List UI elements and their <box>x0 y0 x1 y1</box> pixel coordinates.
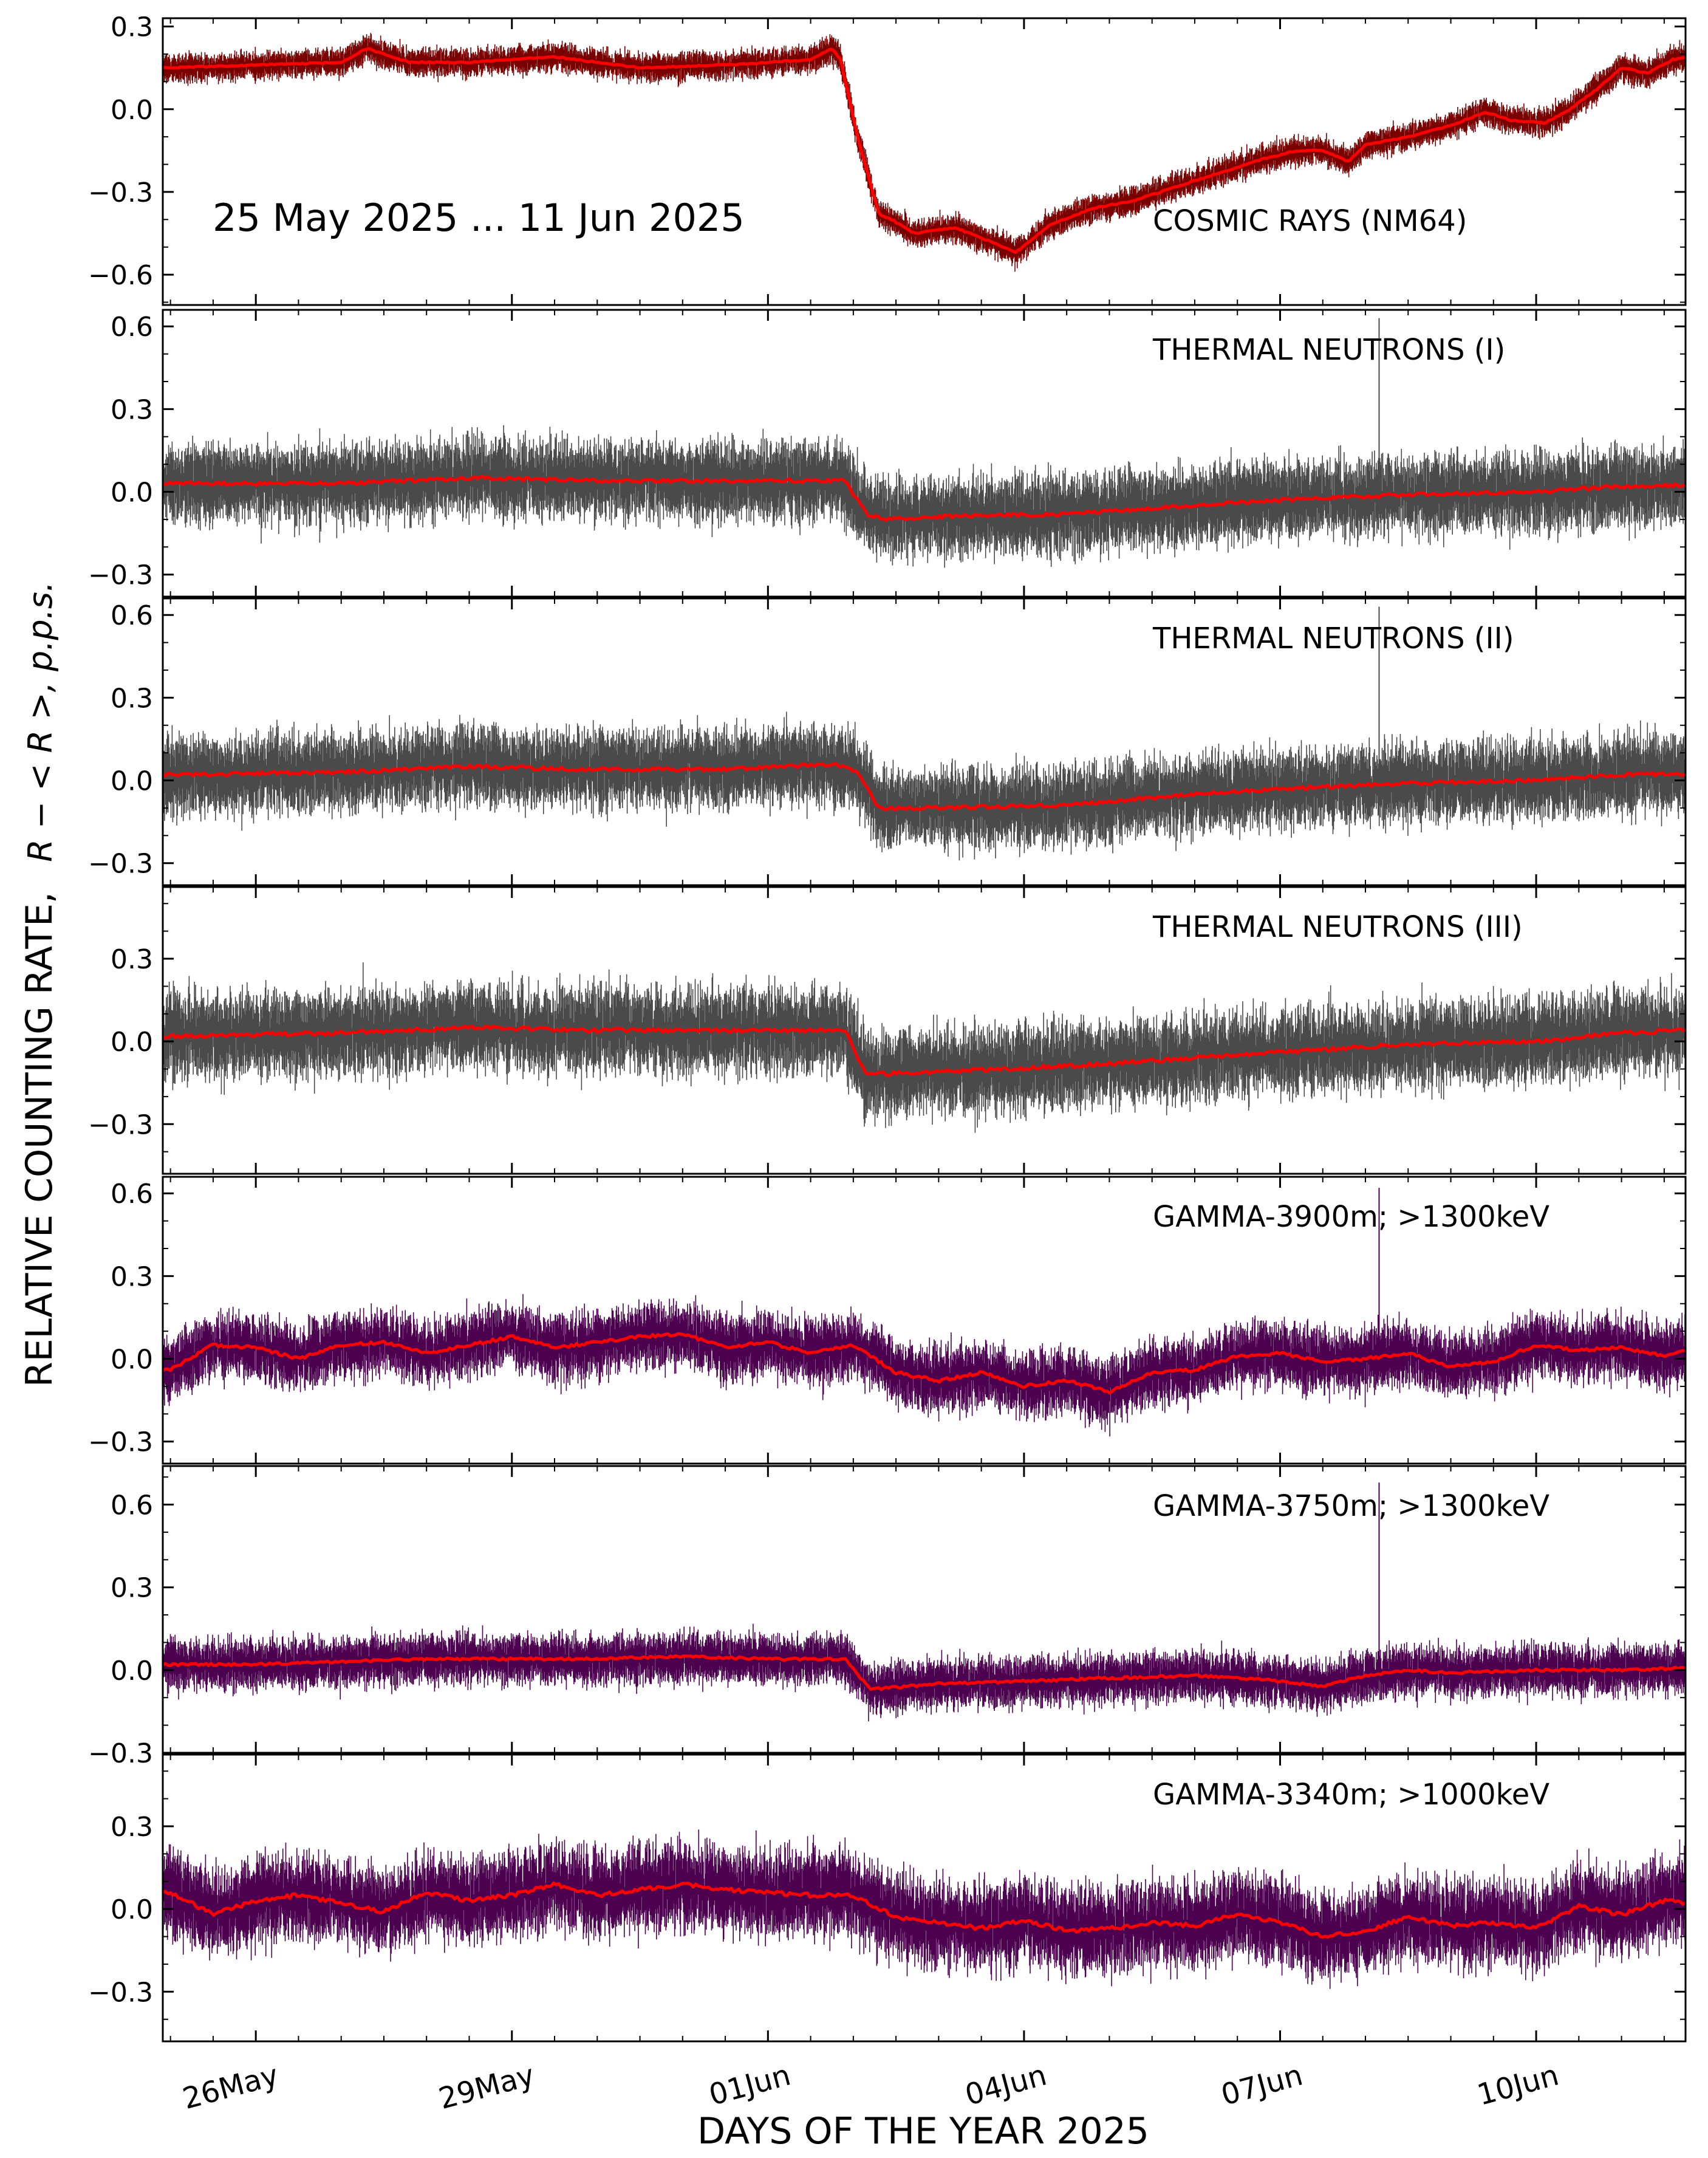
panel-frame <box>162 17 1687 306</box>
plot-area <box>163 1829 1686 1989</box>
panel-3: 0.6 0.3 0.0 −0.3 THERMAL NEUTRONS (II) <box>88 597 1687 886</box>
y-axis-label-formula: R − < R >, p.p.s. <box>21 581 60 862</box>
panel-7: 0.3 0.0 −0.3 GAMMA-3340m; >1000keV <box>88 1753 1687 2043</box>
y-tick-label: −0.6 <box>88 260 153 291</box>
panel-frame <box>162 597 1687 886</box>
y-tick-label: −0.3 <box>88 1427 153 1458</box>
y-tick-label: 0.6 <box>111 1490 153 1521</box>
date-range-annotation: 25 May 2025 ... 11 Jun 2025 <box>213 196 745 240</box>
panel-6: 0.6 0.3 0.0 −0.3 GAMMA-3750m; >1300keV <box>88 1465 1687 1769</box>
y-tick-label: −0.3 <box>88 1977 153 2008</box>
panel-title: THERMAL NEUTRONS (I) <box>1152 333 1505 367</box>
panel-title: GAMMA-3340m; >1000keV <box>1153 1778 1549 1812</box>
smoothed-series <box>163 1882 1686 1939</box>
y-tick-label: 0.3 <box>111 12 153 43</box>
y-tick-label: 0.0 <box>111 478 153 509</box>
y-tick-label: 0.3 <box>111 1812 153 1843</box>
y-tick-label: −0.3 <box>88 849 153 880</box>
y-tick-label: 0.0 <box>111 1656 153 1687</box>
y-tick-label: 0.3 <box>111 394 153 425</box>
y-tick-label: 0.0 <box>111 1894 153 1925</box>
y-tick-label: 0.6 <box>111 600 153 631</box>
y-axis-label: RELATIVE COUNTING RATE, R − < R >, p.p.s… <box>18 581 61 1387</box>
panel-frame <box>162 1753 1687 2043</box>
panel-frame <box>162 309 1687 598</box>
panel-frame <box>162 1176 1687 1465</box>
plot-area <box>163 1188 1686 1437</box>
y-tick-label: 0.3 <box>111 1261 153 1292</box>
y-tick-label: −0.3 <box>88 1738 153 1769</box>
plot-area <box>163 606 1686 861</box>
panel-frame <box>162 1465 1687 1754</box>
y-tick-label: −0.3 <box>88 1109 153 1140</box>
y-tick-label: 0.3 <box>111 1573 153 1604</box>
panel-title: THERMAL NEUTRONS (II) <box>1152 622 1514 656</box>
plot-area <box>163 1482 1686 1722</box>
x-axis-label: DAYS OF THE YEAR 2025 <box>697 2110 1149 2153</box>
y-tick-label: 0.6 <box>111 312 153 343</box>
smoothed-series <box>163 762 1686 812</box>
panel-title: COSMIC RAYS (NM64) <box>1153 204 1467 238</box>
smoothed-series <box>163 1654 1686 1691</box>
y-tick-label: 0.0 <box>111 766 153 797</box>
y-tick-label: 0.0 <box>111 95 153 126</box>
smoothed-series <box>163 474 1686 522</box>
panel-4: 0.3 0.0 −0.3 THERMAL NEUTRONS (III) <box>88 886 1687 1175</box>
panel-1: 0.3 0.0 −0.3 −0.6 COSMIC RAYS (NM64) <box>88 12 1687 306</box>
y-tick-label: 0.6 <box>111 1179 153 1210</box>
plot-area <box>163 33 1686 272</box>
y-tick-label: 0.3 <box>111 944 153 975</box>
smoothed-series <box>163 1332 1686 1395</box>
panel-title: GAMMA-3750m; >1300keV <box>1153 1489 1549 1523</box>
panel-5: 0.6 0.3 0.0 −0.3 GAMMA-3900m; >1300keV <box>88 1176 1687 1465</box>
smoothed-series <box>163 47 1686 254</box>
smoothed-series <box>163 1024 1686 1077</box>
y-tick-label: 0.3 <box>111 683 153 714</box>
y-tick-label: −0.3 <box>88 177 153 208</box>
panel-2: 0.6 0.3 0.0 −0.3 THERMAL NEUTRONS (I) <box>88 309 1687 598</box>
panel-title: GAMMA-3900m; >1300keV <box>1153 1200 1549 1234</box>
panel-frame <box>162 886 1687 1175</box>
y-tick-label: −0.3 <box>88 560 153 591</box>
plot-area <box>163 962 1686 1133</box>
y-tick-label: 0.0 <box>111 1027 153 1058</box>
y-tick-label: 0.0 <box>111 1344 153 1375</box>
plot-area <box>163 318 1686 568</box>
panel-title: THERMAL NEUTRONS (III) <box>1152 910 1523 944</box>
y-axis-label-prefix: RELATIVE COUNTING RATE, <box>18 892 61 1387</box>
